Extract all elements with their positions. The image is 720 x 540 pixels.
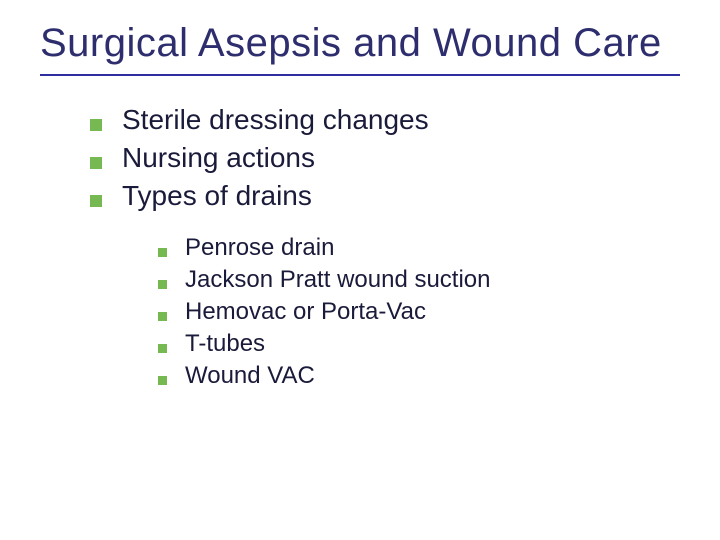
- square-bullet-icon: [90, 157, 102, 169]
- list-item-label: Penrose drain: [185, 234, 334, 262]
- list-item: Sterile dressing changes: [90, 104, 680, 136]
- list-item: Penrose drain: [158, 234, 680, 262]
- square-bullet-icon: [158, 248, 167, 257]
- square-bullet-icon: [90, 119, 102, 131]
- list-item: T-tubes: [158, 330, 680, 358]
- slide-title: Surgical Asepsis and Wound Care: [40, 20, 680, 66]
- square-bullet-icon: [90, 195, 102, 207]
- square-bullet-icon: [158, 376, 167, 385]
- list-item-label: Types of drains: [122, 180, 312, 212]
- slide-body: Sterile dressing changes Nursing actions…: [40, 104, 680, 390]
- list-item: Types of drains: [90, 180, 680, 212]
- square-bullet-icon: [158, 344, 167, 353]
- slide: Surgical Asepsis and Wound Care Sterile …: [0, 0, 720, 540]
- list-item-label: Sterile dressing changes: [122, 104, 429, 136]
- list-item-label: Wound VAC: [185, 362, 315, 390]
- list-item-label: Nursing actions: [122, 142, 315, 174]
- title-underline: [40, 74, 680, 76]
- list-item-label: Hemovac or Porta-Vac: [185, 298, 426, 326]
- list-item-label: Jackson Pratt wound suction: [185, 266, 491, 294]
- bullet-list-level1: Sterile dressing changes Nursing actions…: [90, 104, 680, 212]
- list-item-label: T-tubes: [185, 330, 265, 358]
- bullet-list-level2: Penrose drain Jackson Pratt wound suctio…: [90, 234, 680, 390]
- list-item: Wound VAC: [158, 362, 680, 390]
- square-bullet-icon: [158, 280, 167, 289]
- list-item: Nursing actions: [90, 142, 680, 174]
- square-bullet-icon: [158, 312, 167, 321]
- list-item: Jackson Pratt wound suction: [158, 266, 680, 294]
- list-item: Hemovac or Porta-Vac: [158, 298, 680, 326]
